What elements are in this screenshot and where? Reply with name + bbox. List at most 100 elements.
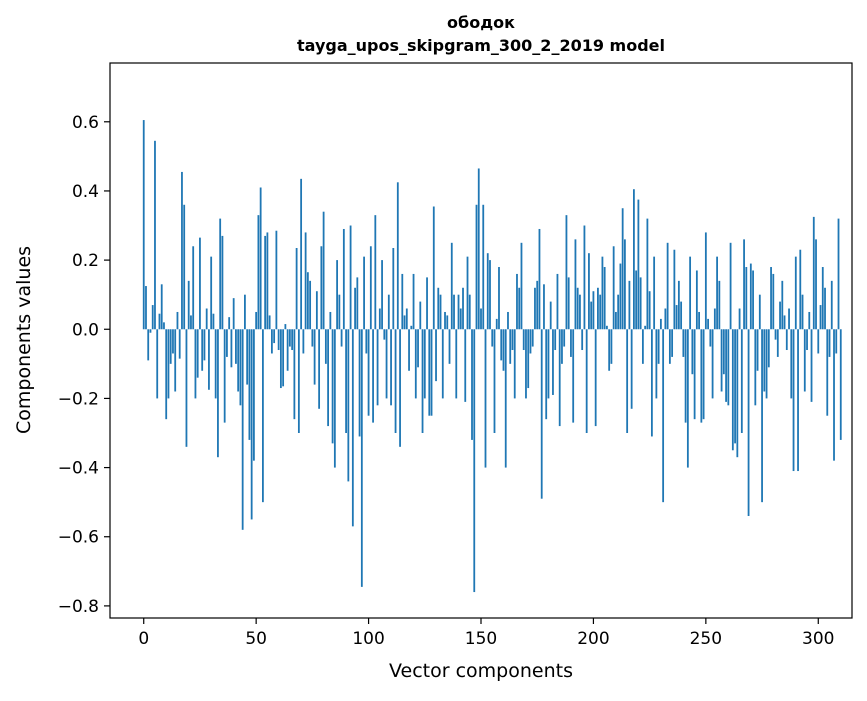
bar-component-294 — [803, 329, 806, 392]
bar-component-285 — [783, 315, 786, 330]
x-tick-label: 0 — [138, 629, 149, 649]
bar-component-188 — [565, 215, 568, 330]
bar-component-304 — [826, 329, 829, 416]
bar-component-23 — [194, 329, 197, 399]
bar-component-177 — [540, 329, 543, 499]
bar-component-226 — [650, 329, 653, 437]
bar-component-220 — [637, 199, 640, 330]
bar-component-249 — [702, 329, 705, 420]
y-tick-label: −0.6 — [58, 528, 99, 548]
y-tick-label: 0.6 — [72, 113, 99, 133]
bar-component-141 — [459, 308, 462, 330]
bar-component-18 — [183, 204, 186, 330]
bar-component-175 — [536, 280, 539, 330]
bar-component-150 — [480, 308, 482, 330]
bar-component-164 — [511, 329, 514, 351]
bar-component-185 — [558, 329, 561, 427]
bar-component-229 — [657, 329, 660, 364]
bar-component-179 — [545, 329, 548, 420]
bar-component-203 — [599, 294, 602, 330]
bar-component-181 — [549, 301, 552, 330]
bar-component-1 — [145, 286, 147, 330]
bar-component-72 — [304, 232, 307, 330]
bar-component-265 — [738, 308, 741, 330]
bar-component-65 — [288, 329, 291, 347]
bar-component-161 — [504, 329, 507, 468]
bar-component-139 — [455, 329, 458, 399]
bar-component-92 — [349, 225, 352, 330]
bar-component-248 — [700, 329, 703, 423]
bar-component-269 — [747, 329, 750, 516]
bar-component-206 — [606, 325, 608, 330]
bar-component-75 — [311, 329, 314, 347]
bar-component-81 — [324, 329, 327, 364]
bar-component-33 — [217, 329, 219, 458]
bar-component-118 — [408, 329, 410, 371]
bar-component-183 — [554, 329, 557, 351]
bar-component-4 — [151, 305, 154, 330]
bar-component-274 — [758, 294, 761, 330]
bar-component-106 — [381, 260, 383, 330]
y-tick-label: 0.2 — [72, 251, 99, 271]
bar-component-174 — [534, 287, 536, 330]
bar-component-66 — [291, 329, 294, 351]
bar-component-219 — [635, 270, 638, 330]
bar-component-124 — [421, 329, 424, 433]
bar-component-56 — [268, 315, 271, 330]
bar-component-53 — [262, 329, 264, 503]
bar-component-298 — [812, 216, 815, 330]
bar-component-37 — [226, 329, 228, 357]
bar-component-110 — [390, 329, 392, 406]
bar-component-193 — [576, 287, 579, 330]
bar-component-284 — [781, 280, 784, 330]
y-tick-label: −0.2 — [58, 389, 99, 409]
bar-component-271 — [752, 270, 754, 330]
x-tick-label: 200 — [577, 629, 609, 649]
bar-component-136 — [448, 329, 451, 364]
bar-component-74 — [309, 280, 312, 330]
bar-component-105 — [378, 308, 381, 330]
bar-component-261 — [729, 242, 732, 330]
bar-component-242 — [686, 329, 689, 468]
bar-component-168 — [520, 242, 523, 330]
bar-component-182 — [552, 329, 554, 395]
bar-component-19 — [185, 329, 188, 447]
bar-component-25 — [199, 237, 201, 330]
bar-component-14 — [174, 329, 177, 392]
bar-component-123 — [419, 301, 422, 330]
bar-component-215 — [626, 329, 629, 433]
bar-component-98 — [363, 256, 365, 330]
bar-component-251 — [707, 318, 709, 330]
bar-component-86 — [336, 260, 338, 330]
bar-component-307 — [833, 329, 835, 461]
bar-component-257 — [720, 329, 723, 392]
bar-component-253 — [711, 329, 714, 399]
plot-frame — [109, 62, 853, 619]
bar-component-58 — [273, 329, 276, 344]
bars-group — [142, 120, 842, 593]
bar-component-216 — [628, 280, 631, 330]
bar-component-116 — [403, 315, 406, 330]
bar-component-73 — [306, 272, 309, 330]
bar-component-223 — [644, 325, 647, 330]
bar-component-281 — [774, 329, 777, 340]
bar-component-167 — [518, 287, 521, 330]
bar-component-122 — [417, 329, 419, 368]
bar-component-2 — [147, 329, 150, 361]
bar-component-15 — [176, 311, 179, 330]
bar-component-77 — [315, 291, 318, 330]
bar-component-95 — [356, 277, 359, 330]
bar-component-99 — [365, 329, 368, 354]
bar-component-156 — [493, 329, 496, 433]
bar-component-190 — [570, 329, 572, 357]
bar-component-289 — [792, 329, 795, 472]
bar-component-22 — [192, 246, 195, 330]
bar-component-258 — [722, 329, 725, 375]
bar-component-232 — [664, 308, 667, 330]
bar-component-91 — [347, 329, 350, 482]
bar-component-234 — [668, 329, 671, 364]
bar-component-233 — [666, 242, 669, 330]
bar-component-117 — [405, 308, 408, 330]
bar-component-11 — [167, 329, 170, 399]
